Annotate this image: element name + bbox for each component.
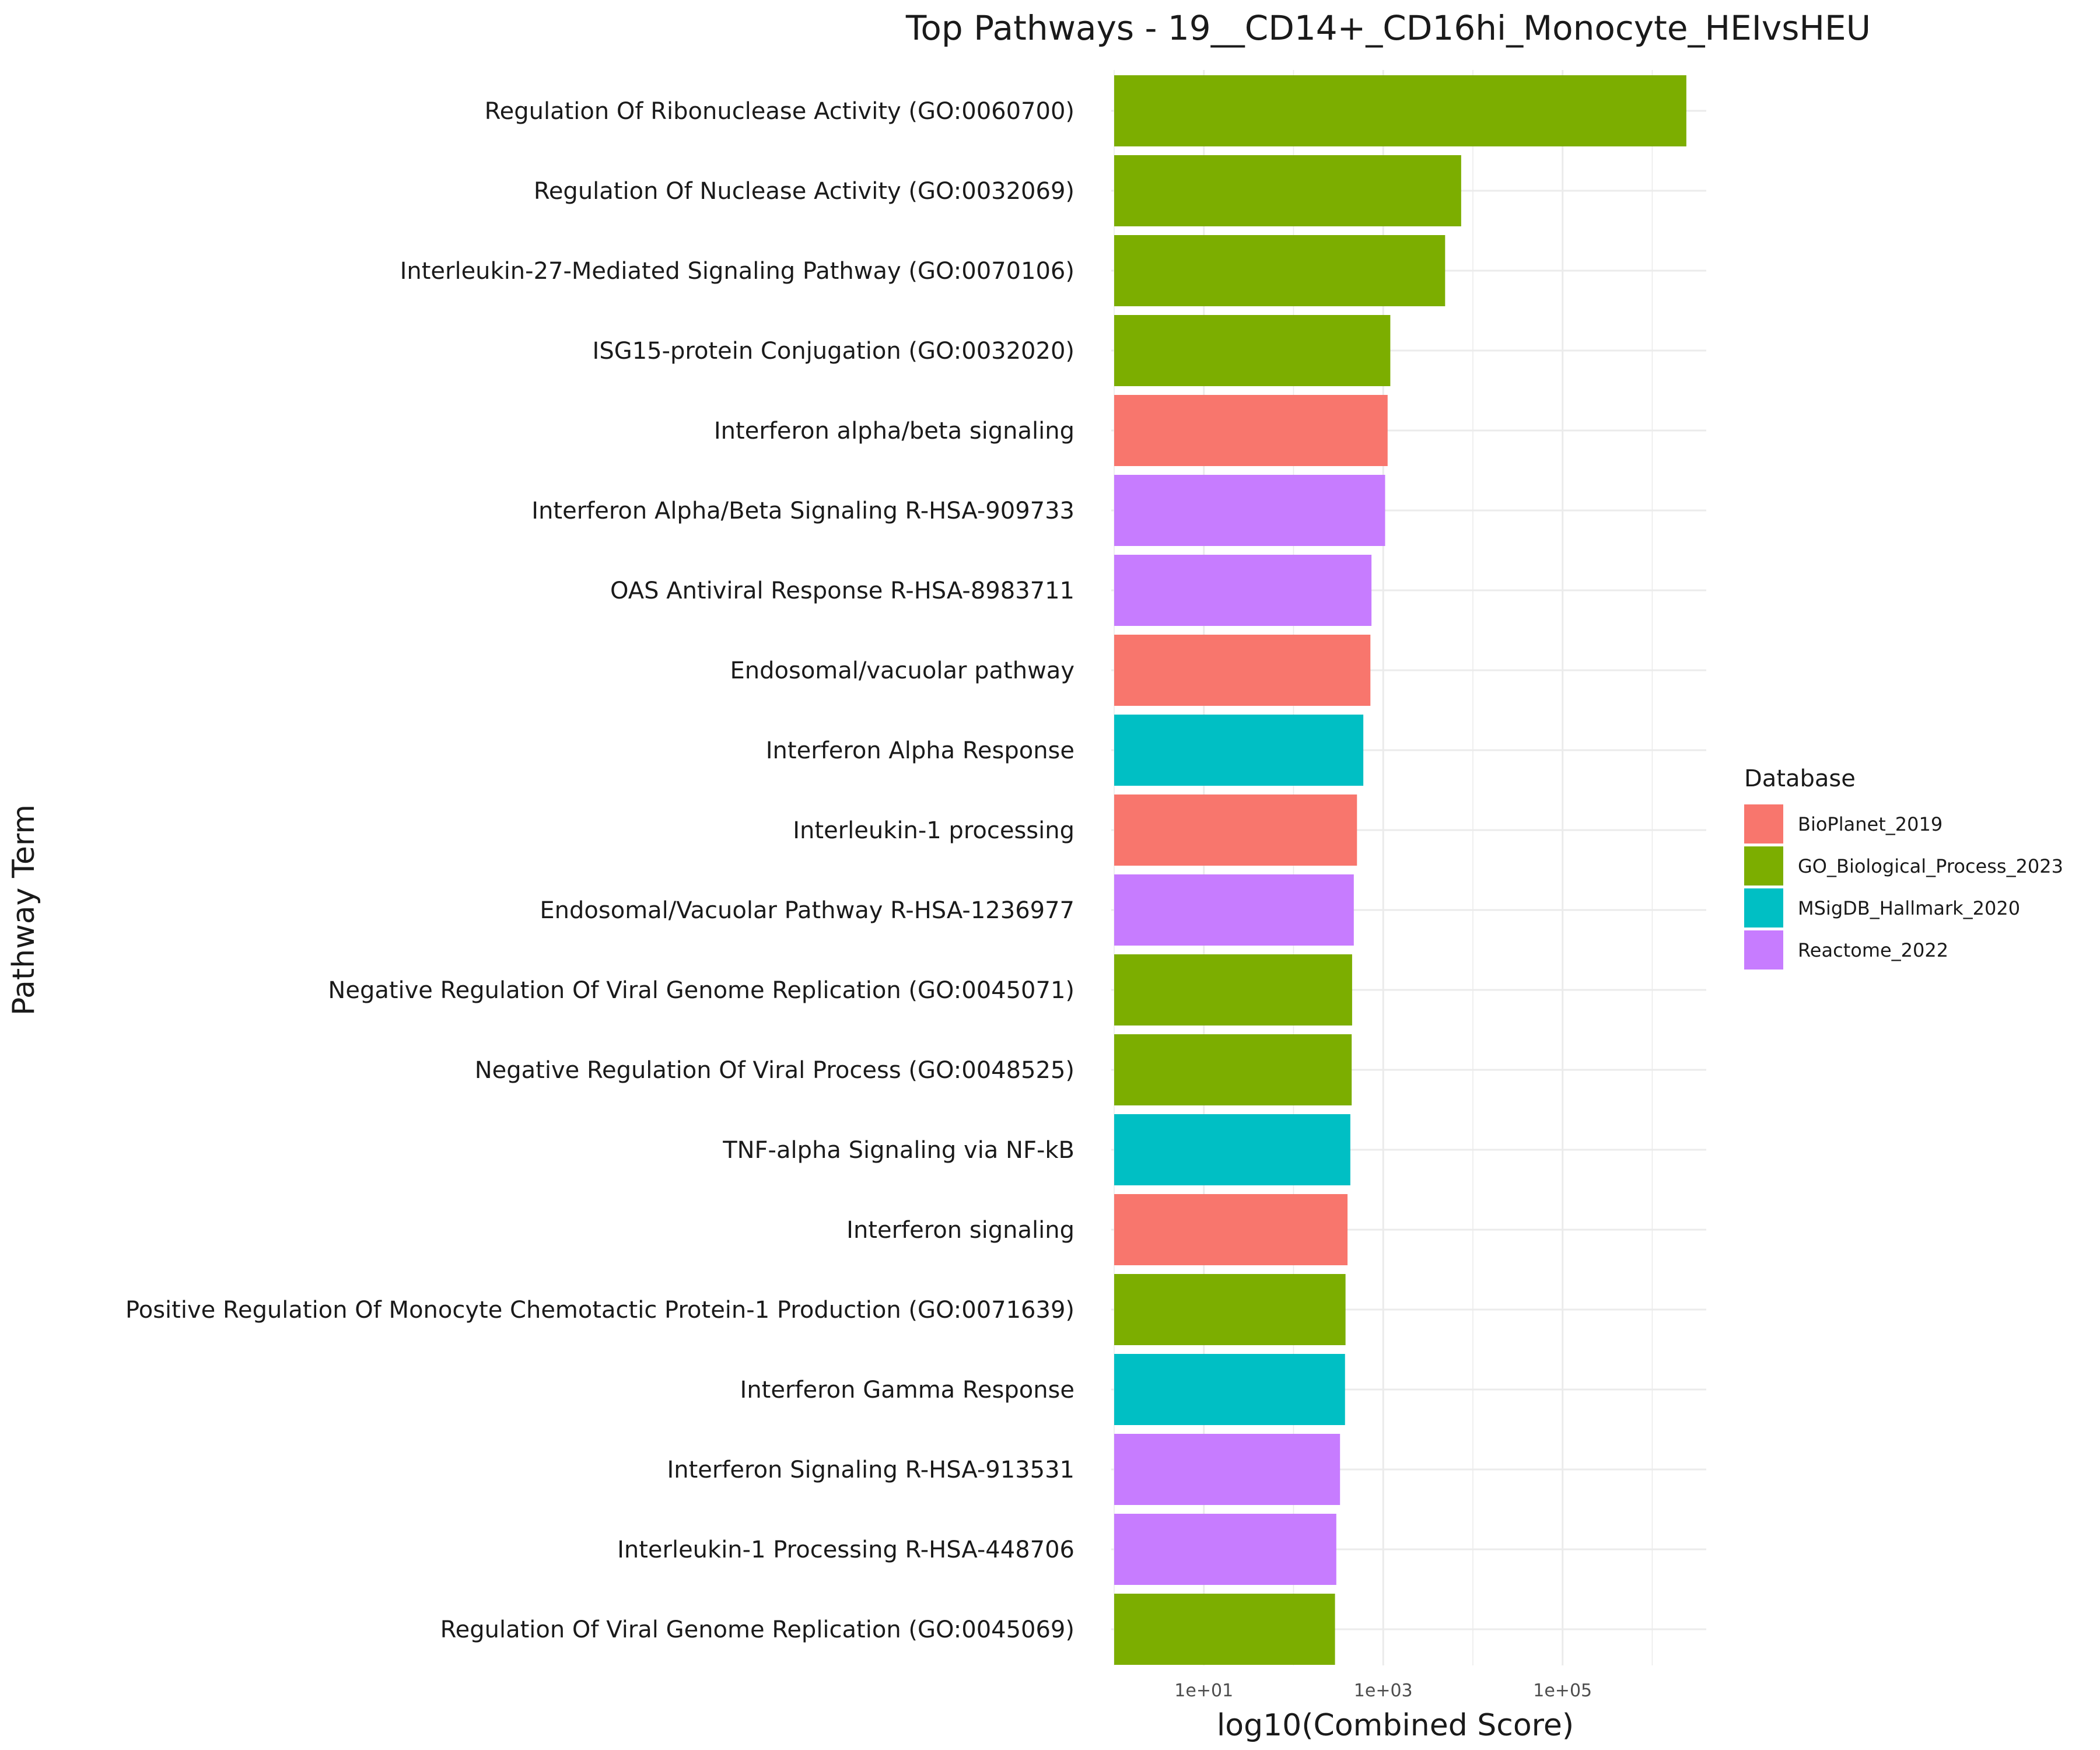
legend-swatch <box>1744 888 1783 928</box>
y-tick-label: Interferon alpha/beta signaling <box>714 418 1074 444</box>
bar <box>1114 1034 1352 1105</box>
y-tick-label: Interleukin-27-Mediated Signaling Pathwa… <box>400 258 1074 285</box>
y-tick-label: Interferon Signaling R-HSA-913531 <box>667 1457 1074 1483</box>
bar <box>1114 794 1357 866</box>
grid <box>1111 70 1706 1665</box>
legend-title: Database <box>1744 765 1856 792</box>
y-tick-label: Regulation Of Nuclease Activity (GO:0032… <box>534 178 1074 205</box>
bar <box>1114 395 1388 466</box>
y-tick-label: ISG15-protein Conjugation (GO:0032020) <box>593 338 1074 365</box>
bar <box>1114 555 1372 626</box>
y-tick-label: Regulation Of Viral Genome Replication (… <box>440 1616 1074 1643</box>
bar <box>1114 475 1385 546</box>
bars <box>1114 75 1686 1665</box>
bar <box>1114 1354 1345 1425</box>
bar <box>1114 1274 1346 1345</box>
y-tick-label: Interferon Alpha/Beta Signaling R-HSA-90… <box>531 498 1074 524</box>
y-tick-label: TNF-alpha Signaling via NF-kB <box>722 1137 1074 1164</box>
y-tick-label: Endosomal/vacuolar pathway <box>730 657 1075 684</box>
bar <box>1114 1114 1350 1185</box>
y-tick-label: OAS Antiviral Response R-HSA-8983711 <box>610 578 1074 604</box>
legend-label: MSigDB_Hallmark_2020 <box>1798 897 2020 919</box>
bar <box>1114 954 1352 1026</box>
x-tick-label: 1e+01 <box>1174 1681 1233 1701</box>
x-axis-title: log10(Combined Score) <box>1217 1708 1574 1743</box>
bar <box>1114 315 1391 386</box>
bar <box>1114 155 1461 226</box>
bar <box>1114 1514 1336 1585</box>
bar <box>1114 874 1354 946</box>
legend-label: GO_Biological_Process_2023 <box>1798 855 2063 877</box>
legend-label: BioPlanet_2019 <box>1798 813 1943 835</box>
x-tick-label: 1e+03 <box>1354 1681 1413 1701</box>
bar <box>1114 1194 1348 1265</box>
legend: Database BioPlanet_2019 GO_Biological_Pro… <box>1744 765 2063 970</box>
bar <box>1114 75 1686 146</box>
legend-swatch <box>1744 804 1783 844</box>
bar <box>1114 635 1371 706</box>
legend-swatch <box>1744 930 1783 970</box>
legend-swatch <box>1744 846 1783 886</box>
y-tick-label: Interleukin-1 processing <box>793 817 1074 844</box>
y-tick-label: Negative Regulation Of Viral Process (GO… <box>475 1057 1074 1084</box>
legend-label: Reactome_2022 <box>1798 939 1948 961</box>
y-tick-label: Interferon Gamma Response <box>740 1377 1074 1404</box>
y-tick-label: Interleukin-1 Processing R-HSA-448706 <box>617 1536 1074 1563</box>
chart-title: Top Pathways - 19__CD14+_CD16hi_Monocyte… <box>905 8 1871 48</box>
y-axis-title: Pathway Term <box>6 804 41 1016</box>
x-tick-labels: 1e+01 1e+03 1e+05 <box>1174 1681 1592 1701</box>
y-tick-label: Interferon signaling <box>846 1217 1074 1244</box>
y-tick-label: Regulation Of Ribonuclease Activity (GO:… <box>485 98 1074 125</box>
bar <box>1114 1434 1340 1505</box>
y-tick-labels: Regulation Of Ribonuclease Activity (GO:… <box>125 98 1074 1643</box>
y-tick-label: Negative Regulation Of Viral Genome Repl… <box>328 977 1074 1004</box>
y-tick-label: Endosomal/Vacuolar Pathway R-HSA-1236977 <box>540 897 1074 924</box>
y-tick-label: Positive Regulation Of Monocyte Chemotac… <box>125 1297 1074 1324</box>
bar <box>1114 235 1446 306</box>
bar <box>1114 1594 1335 1665</box>
y-tick-label: Interferon Alpha Response <box>766 737 1074 764</box>
x-tick-label: 1e+05 <box>1533 1681 1592 1701</box>
bar <box>1114 715 1364 786</box>
